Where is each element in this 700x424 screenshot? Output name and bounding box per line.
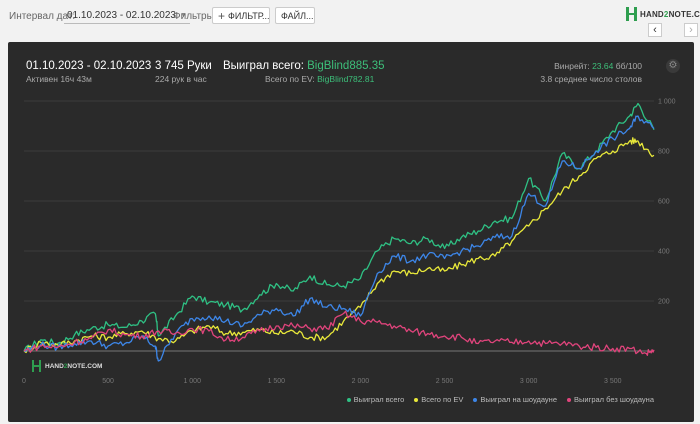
filter-button[interactable]: + ФИЛЬТР... <box>212 7 270 24</box>
next-button[interactable]: › <box>684 23 698 37</box>
legend-item-showdown[interactable]: Выиграл на шоудауне <box>473 395 557 404</box>
won-value: BigBlind885.35 <box>307 60 385 72</box>
won-label: Выиграл всего: <box>223 60 304 72</box>
legend-dot-icon <box>473 397 478 402</box>
summary-date: 01.10.2023 - 02.10.2023 <box>26 60 152 72</box>
y-tick-label: 800 <box>658 149 670 156</box>
prev-button[interactable]: ‹ <box>648 23 662 37</box>
summary-hands-per-hour: 224 рук в час <box>155 74 207 84</box>
watermark-logo: HAND2NOTE.COM <box>32 360 102 372</box>
app-logo: HAND2NOTE.COM <box>626 7 700 21</box>
y-tick-label: 200 <box>658 299 670 306</box>
legend-dot-icon <box>414 397 419 402</box>
summary-winrate: Винрейт: 23.64 бб/100 <box>554 61 642 71</box>
y-tick-label: 400 <box>658 249 670 256</box>
legend-label: Выиграл без шоудауна <box>574 395 654 404</box>
y-tick-label: 600 <box>658 199 670 206</box>
file-button-label: ФАЙЛ... <box>281 10 314 21</box>
logo-h-icon <box>626 7 637 21</box>
series-line-ev <box>23 137 655 354</box>
ev-value: BigBlind782.81 <box>317 74 375 84</box>
legend-item-won[interactable]: Выиграл всего <box>346 395 405 404</box>
settings-icon[interactable]: ⚙ <box>666 59 680 73</box>
summary-ev-total: Всего по EV: BigBlind782.81 <box>265 74 374 84</box>
interval-label: Интервал дат: <box>9 11 76 22</box>
series-line-won <box>23 102 655 352</box>
legend-label: Выиграл на шоудауне <box>480 395 557 404</box>
date-range-select[interactable]: 01.10.2023 - 02.10.2023 ▼ <box>64 8 190 24</box>
filter-button-label: ФИЛЬТР... <box>228 10 270 21</box>
graph-panel: 01.10.2023 - 02.10.2023 Активен 16ч 43м … <box>8 42 694 422</box>
chevron-down-icon: ▼ <box>179 12 187 19</box>
x-tick-label: 2 500 <box>436 378 454 385</box>
x-tick-label: 1 000 <box>183 378 201 385</box>
x-tick-label: 0 <box>22 378 26 385</box>
x-tick-label: 500 <box>102 378 114 385</box>
summary-won-total: Выиграл всего: BigBlind885.35 <box>223 60 385 72</box>
summary-tables: 3.8 среднее число столов <box>540 74 642 84</box>
watermark-h-icon <box>32 360 41 372</box>
x-tick-label: 3 000 <box>520 378 538 385</box>
chart-legend: Выиграл всего Всего по EV Выиграл на шоуда… <box>346 395 654 404</box>
winrate-label: Винрейт: <box>554 61 590 71</box>
summary-active-time: Активен 16ч 43м <box>26 74 92 84</box>
x-tick-label: 1 500 <box>268 378 286 385</box>
winrate-unit: бб/100 <box>615 61 642 71</box>
logo-text: HAND2NOTE.COM <box>640 9 700 19</box>
top-toolbar: Интервал дат: 01.10.2023 - 02.10.2023 ▼ … <box>0 0 700 40</box>
series-line-no-showdown <box>23 310 655 356</box>
x-tick-label: 2 000 <box>352 378 370 385</box>
winrate-value: 23.64 <box>592 61 614 71</box>
x-tick-label: 3 500 <box>604 378 622 385</box>
series-line-showdown <box>23 115 655 362</box>
winnings-chart: 200 400 600 800 1 000 0 500 1 000 1 500 2 000 2 50… <box>22 99 676 386</box>
plus-icon: + <box>218 8 226 23</box>
watermark-text: HAND2NOTE.COM <box>45 362 103 370</box>
legend-item-ev[interactable]: Всего по EV <box>414 395 463 404</box>
file-button[interactable]: ФАЙЛ... <box>275 7 315 24</box>
legend-label: Всего по EV <box>421 395 464 404</box>
legend-label: Выиграл всего <box>353 395 405 404</box>
legend-dot-icon <box>567 397 571 402</box>
legend-dot-icon <box>346 397 351 402</box>
y-tick-label: 1 000 <box>658 99 676 106</box>
summary-hands: 3 745 Руки <box>155 60 212 72</box>
ev-label: Всего по EV: <box>265 74 315 84</box>
filters-label: Фильтры: <box>173 11 217 22</box>
date-range-value: 01.10.2023 - 02.10.2023 <box>67 10 176 21</box>
legend-item-no-showdown[interactable]: Выиграл без шоудауна <box>567 395 654 404</box>
